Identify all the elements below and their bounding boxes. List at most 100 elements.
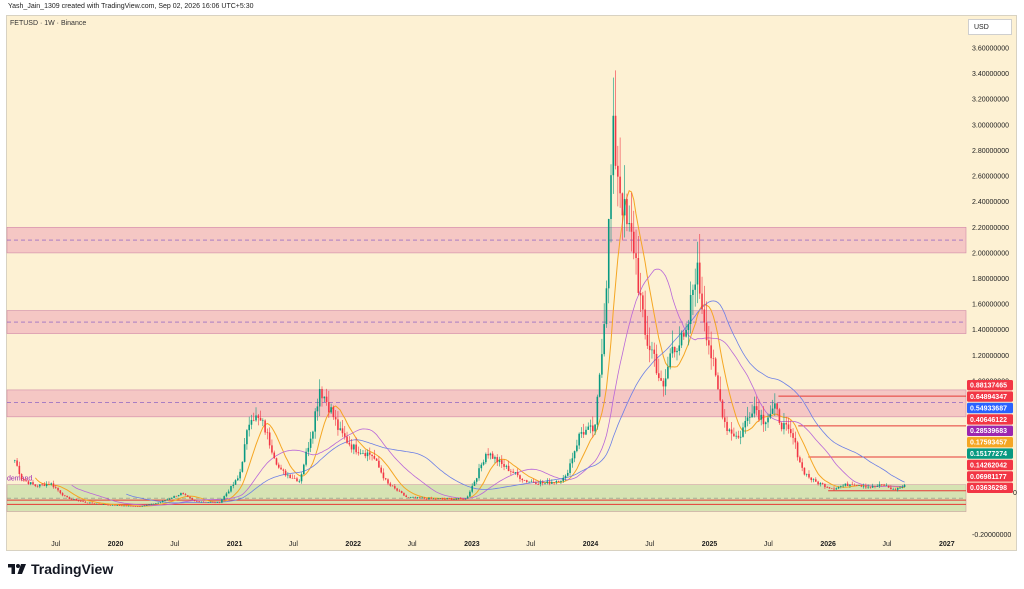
price-label-badge-1 [967,391,1013,402]
candle-159 [375,458,378,461]
candle-67 [166,499,169,501]
candle-380 [878,484,881,486]
candle-307 [712,358,715,359]
x-tick-label-4: Jul [289,541,298,548]
candle-330 [764,422,767,425]
candle-119 [284,470,287,476]
candle-301 [698,262,701,294]
candle-352 [815,479,817,482]
candle-303 [703,309,706,323]
moving-averages-layer [34,189,905,507]
candle-224 [523,480,526,481]
candle-144 [341,428,344,434]
demand-zone-label: demand [7,476,32,483]
candle-192 [450,498,453,500]
candle-47 [120,505,123,507]
y-tick-label-0: 3.60000000 [972,46,1009,53]
candle-44 [114,505,116,506]
candle-29 [79,500,82,502]
candle-208 [487,453,489,456]
candle-218 [510,471,512,472]
candle-141 [334,417,337,420]
x-tick-label-2: Jul [170,541,179,548]
candle-133 [316,406,319,412]
candle-320 [742,427,744,437]
candle-87 [211,501,214,503]
candle-298 [692,289,694,295]
candle-238 [555,480,558,483]
candle-143 [339,428,342,430]
candle-177 [416,497,419,498]
candle-12 [41,484,43,485]
candle-313 [726,421,728,432]
candle-155 [366,452,369,457]
candle-11 [39,484,41,487]
candle-140 [332,407,335,418]
candle-282 [655,353,658,374]
candle-369 [853,484,856,486]
candle-131 [312,431,314,439]
candle-54 [136,506,139,507]
candle-262 [610,175,612,220]
candle-167 [394,486,396,489]
candle-150 [355,444,357,453]
chart-frame[interactable] [6,15,1017,551]
candle-251 [585,429,587,435]
candle-390 [901,486,904,488]
candle-79 [193,499,196,502]
candle-128 [305,451,307,465]
candle-3 [20,474,23,480]
candle-344 [796,442,799,458]
candle-32 [86,502,89,504]
candle-248 [578,433,580,446]
candle-17 [52,483,55,488]
candle-242 [564,475,567,478]
candle-343 [794,437,797,443]
candle-55 [139,506,141,507]
candle-136 [323,396,326,399]
candle-306 [710,345,712,359]
candle-170 [400,491,403,493]
candle-239 [557,480,560,482]
candle-106 [255,415,257,421]
candle-198 [464,498,467,500]
candle-22 [64,495,66,497]
candle-334 [774,403,776,409]
candle-1 [16,460,18,466]
candle-19 [57,488,59,491]
price-label-9: 0.03636298 [970,485,1007,492]
candle-194 [455,498,458,500]
candle-152 [359,453,362,454]
candle-273 [635,253,637,258]
candle-30 [82,501,84,502]
candle-116 [277,464,280,468]
candle-120 [287,474,289,476]
candle-203 [475,478,478,482]
candle-148 [350,444,353,450]
candle-35 [93,503,96,504]
price-label-badge-0 [967,380,1013,391]
candle-354 [819,483,822,485]
candle-358 [828,487,831,489]
candle-132 [314,411,316,432]
price-label-4: 0.28539683 [970,428,1007,435]
zones-layer: demand [6,226,967,512]
candle-153 [362,453,364,454]
candle-182 [428,497,430,500]
currency-button[interactable]: USD [968,19,1012,35]
candle-117 [280,467,282,470]
candle-206 [482,462,485,465]
x-tick-label-15: 2027 [939,541,955,548]
price-label-badge-7 [967,459,1013,471]
candle-161 [380,467,382,473]
y-tick-label-3: 3.00000000 [972,122,1009,129]
candle-84 [205,501,207,503]
candle-327 [758,410,760,420]
candle-279 [648,345,651,351]
x-tick-label-5: 2022 [345,541,361,548]
candle-172 [405,495,408,498]
candle-146 [346,436,348,443]
candle-207 [485,453,487,463]
candle-48 [123,505,125,507]
